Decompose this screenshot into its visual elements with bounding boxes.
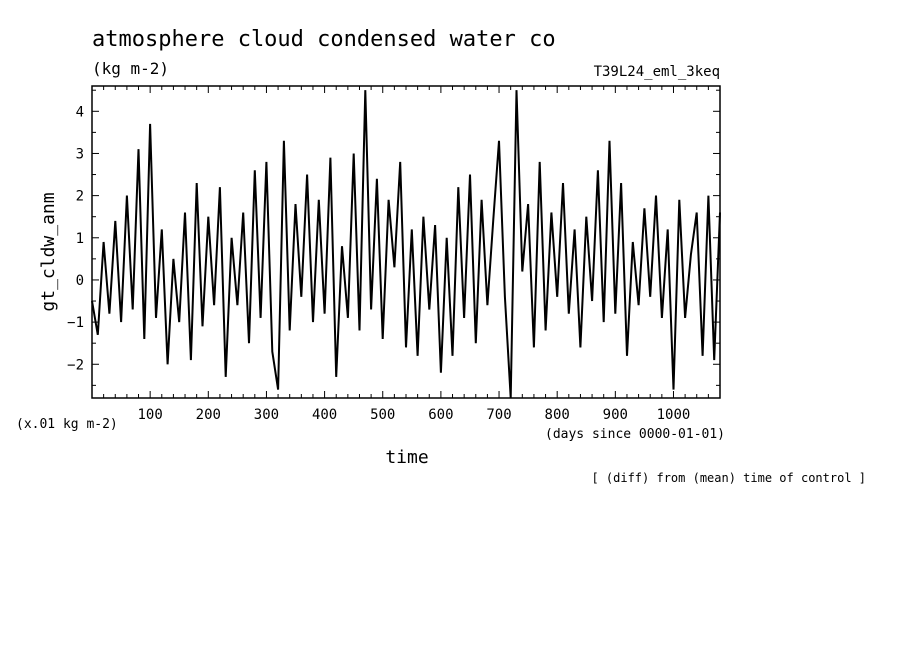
chart-title: atmosphere cloud condensed water co	[92, 27, 556, 52]
y-tick-label: 3	[76, 146, 84, 162]
y-axis-units: (x.01 kg m-2)	[16, 417, 118, 432]
x-tick-label: 800	[545, 407, 570, 423]
series-line	[91, 90, 721, 399]
x-tick-label: 400	[312, 407, 337, 423]
x-tick-label: 600	[428, 407, 453, 423]
x-tick-label: 1000	[657, 407, 691, 423]
x-tick-label: 900	[603, 407, 628, 423]
x-tick-label: 300	[254, 407, 279, 423]
y-tick-label: −1	[67, 315, 84, 331]
y-tick-label: 0	[76, 273, 84, 289]
x-tick-label: 100	[137, 407, 162, 423]
axis-tick-labels: 100 200 300 400 500 600 700 800 900 1000 −2 −1 0 1 2 3 4	[67, 104, 690, 423]
plot-frame	[91, 85, 721, 399]
y-tick-label: 2	[76, 189, 84, 205]
x-tick-label: 200	[196, 407, 221, 423]
y-tick-label: −2	[67, 357, 84, 373]
footnote: [ (diff) from (mean) time of control ]	[591, 471, 866, 485]
x-tick-label: 500	[370, 407, 395, 423]
y-axis-label: gt_cldw_anm	[38, 192, 59, 311]
y-tick-label: 4	[76, 104, 84, 120]
y-tick-label: 1	[76, 231, 84, 247]
experiment-label: T39L24_eml_3keq	[594, 64, 720, 80]
x-axis-units: (days since 0000-01-01)	[545, 427, 725, 442]
x-axis-label: time	[385, 447, 428, 468]
x-tick-label: 700	[486, 407, 511, 423]
chart-units: (kg m-2)	[92, 59, 169, 78]
